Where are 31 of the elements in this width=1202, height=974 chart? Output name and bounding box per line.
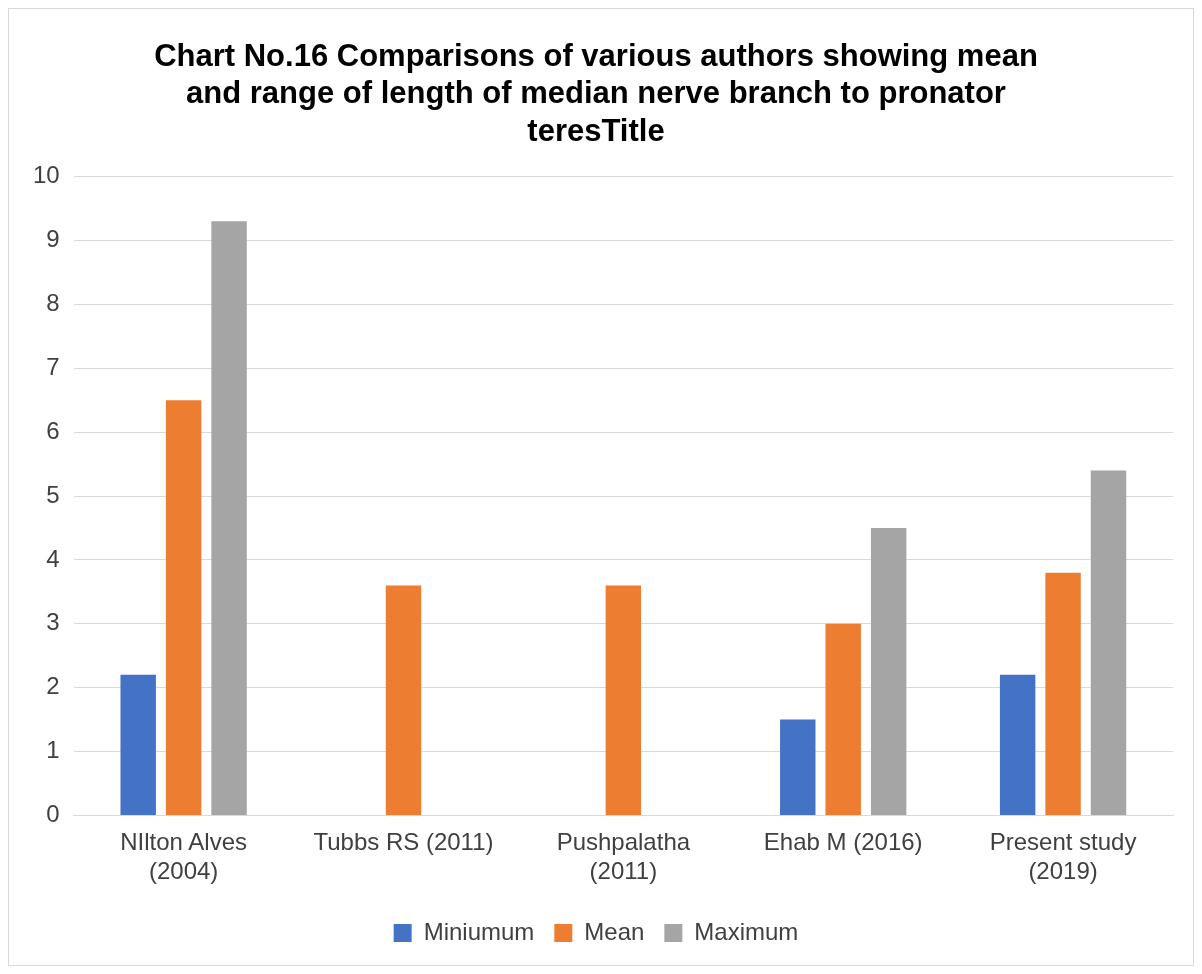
x-tick-label: NIlton Alves (2004) bbox=[120, 828, 247, 885]
x-tick-label: Pushpalatha (2011) bbox=[556, 828, 691, 885]
bar bbox=[605, 585, 642, 815]
bar bbox=[999, 674, 1036, 815]
bar bbox=[1045, 572, 1081, 815]
bar bbox=[385, 585, 422, 815]
bar bbox=[1090, 470, 1127, 815]
x-tick-label: Tubbs RS (2011) bbox=[313, 828, 494, 856]
bar bbox=[211, 221, 247, 815]
y-tick-label: 3 bbox=[46, 608, 60, 636]
chart-title: Chart No.16 Comparisons of various authors showing mean and range of length of median nerve branch to pronator teresTitle bbox=[154, 38, 1038, 148]
y-tick-label: 1 bbox=[46, 736, 60, 764]
x-tick-label: Present study (2019) bbox=[989, 828, 1137, 885]
legend-label: Miniumum bbox=[423, 917, 535, 945]
y-tick-label: 10 bbox=[32, 161, 60, 189]
bar bbox=[870, 527, 907, 815]
legend-label: Mean bbox=[584, 917, 645, 945]
y-tick-label: 0 bbox=[46, 800, 60, 828]
y-tick-label: 8 bbox=[46, 288, 60, 316]
y-tick-label: 4 bbox=[46, 544, 60, 572]
bar bbox=[825, 623, 861, 815]
bar bbox=[120, 674, 156, 815]
y-tick-label: 5 bbox=[46, 480, 60, 508]
y-tick-label: 2 bbox=[46, 672, 60, 700]
bar bbox=[165, 400, 202, 815]
y-tick-label: 9 bbox=[46, 225, 60, 253]
legend-label: Maximum bbox=[694, 917, 799, 945]
y-tick-label: 7 bbox=[46, 352, 60, 380]
y-tick-label: 6 bbox=[46, 416, 60, 444]
x-tick-label: Ehab M (2016) bbox=[763, 828, 923, 856]
bar bbox=[780, 719, 816, 815]
